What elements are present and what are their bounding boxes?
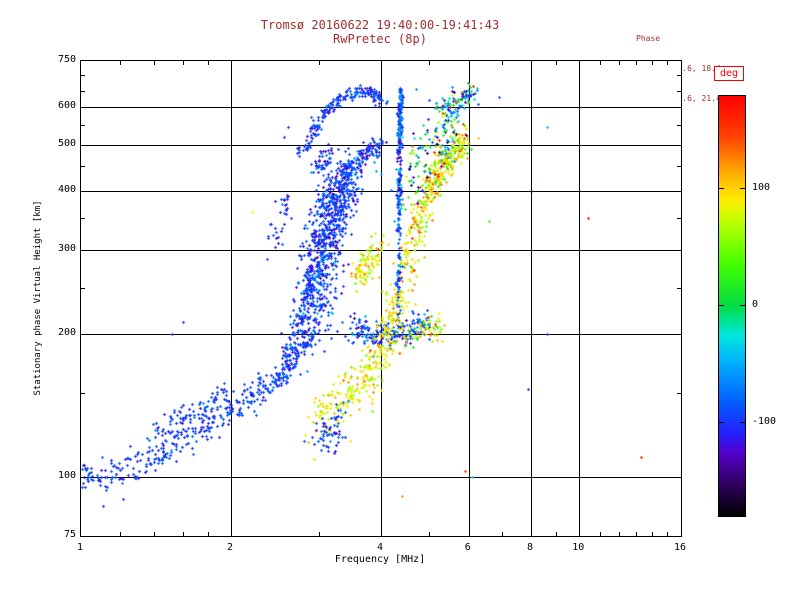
x-minor-tick	[600, 61, 601, 65]
colorbar-tick	[719, 188, 724, 189]
x-minor-tick	[154, 61, 155, 65]
x-minor-tick	[319, 61, 320, 65]
y-minor-tick	[81, 166, 85, 167]
y-minor-tick	[81, 218, 85, 219]
plot-area	[80, 60, 682, 537]
x-minor-tick	[652, 532, 653, 536]
y-major-tick	[674, 145, 681, 146]
x-major-tick	[469, 61, 470, 68]
colorbar-tick	[719, 422, 724, 423]
colorbar-tick-label: 100	[752, 182, 771, 194]
x-major-tick	[231, 61, 232, 68]
y-tick-label: 300	[57, 243, 76, 255]
y-tick-label: 75	[63, 529, 76, 540]
x-minor-tick	[502, 61, 503, 65]
colorbar-tick-label: 0	[752, 299, 759, 310]
y-major-tick	[81, 477, 88, 478]
x-tick-label: 6	[464, 542, 471, 553]
x-major-tick	[579, 529, 580, 536]
x-minor-tick	[208, 532, 209, 536]
y-minor-tick	[677, 166, 681, 167]
phase-stats-label: Phase	[636, 34, 661, 43]
x-minor-tick	[120, 61, 121, 65]
y-minor-tick	[677, 288, 681, 289]
x-major-tick	[531, 529, 532, 536]
y-major-tick	[674, 334, 681, 335]
plot-title: Tromsø 20160622 19:40:00-19:41:43	[260, 18, 500, 32]
x-minor-tick	[636, 532, 637, 536]
x-major-tick	[579, 61, 580, 68]
x-minor-tick	[667, 61, 668, 65]
y-tick-label: 400	[57, 183, 76, 195]
x-minor-tick	[652, 61, 653, 65]
x-minor-tick	[600, 532, 601, 536]
y-minor-tick	[677, 218, 681, 219]
y-major-tick	[674, 191, 681, 192]
x-minor-tick	[556, 61, 557, 65]
x-minor-tick	[183, 532, 184, 536]
x-minor-tick	[636, 61, 637, 65]
y-tick-label: 600	[57, 100, 76, 112]
colorbar-tick	[740, 422, 745, 423]
y-major-tick	[674, 250, 681, 251]
x-minor-tick	[429, 532, 430, 536]
x-minor-tick	[208, 61, 209, 65]
y-minor-tick	[81, 75, 85, 76]
x-major-tick	[231, 529, 232, 536]
x-major-tick	[469, 529, 470, 536]
y-major-tick	[674, 107, 681, 108]
y-minor-tick	[81, 125, 85, 126]
x-minor-tick	[183, 61, 184, 65]
x-tick-label: 1	[76, 542, 84, 553]
colorbar-tick-label: -100	[752, 415, 777, 427]
y-tick-label: 100	[57, 469, 76, 481]
colorbar	[718, 95, 746, 517]
x-major-tick	[531, 61, 532, 68]
y-tick-label: 500	[57, 137, 76, 149]
y-major-tick	[81, 145, 88, 146]
x-minor-tick	[502, 532, 503, 536]
y-axis-label: Stationary phase Virtual Height [km]	[33, 200, 43, 396]
plot-subtitle: RwPretec (8p)	[333, 32, 427, 46]
y-minor-tick	[81, 393, 85, 394]
colorbar-tick	[740, 305, 745, 306]
x-tick-label: 8	[526, 542, 534, 553]
x-tick-label: 10	[572, 542, 585, 553]
y-major-tick	[81, 250, 88, 251]
scatter-canvas	[81, 61, 681, 536]
x-axis-label: Frequency [MHz]	[334, 554, 426, 565]
x-minor-tick	[429, 61, 430, 65]
x-tick-label: 16	[673, 542, 687, 553]
colorbar-unit-label: deg	[714, 66, 745, 81]
colorbar-tick	[740, 188, 745, 189]
x-minor-tick	[667, 532, 668, 536]
y-major-tick	[674, 477, 681, 478]
x-minor-tick	[154, 532, 155, 536]
x-minor-tick	[619, 61, 620, 65]
x-tick-label: 2	[226, 542, 234, 553]
y-major-tick	[81, 107, 88, 108]
x-major-tick	[381, 529, 382, 536]
x-major-tick	[381, 61, 382, 68]
y-minor-tick	[81, 288, 85, 289]
y-minor-tick	[677, 125, 681, 126]
y-minor-tick	[677, 75, 681, 76]
colorbar-tick	[719, 305, 724, 306]
y-major-tick	[81, 191, 88, 192]
x-minor-tick	[619, 532, 620, 536]
y-tick-label: 200	[57, 326, 76, 338]
y-minor-tick	[81, 91, 85, 92]
x-minor-tick	[556, 532, 557, 536]
x-minor-tick	[319, 532, 320, 536]
y-tick-label: 750	[57, 54, 76, 65]
y-minor-tick	[677, 393, 681, 394]
x-minor-tick	[120, 532, 121, 536]
x-tick-label: 4	[376, 542, 384, 553]
y-minor-tick	[677, 91, 681, 92]
y-major-tick	[81, 334, 88, 335]
